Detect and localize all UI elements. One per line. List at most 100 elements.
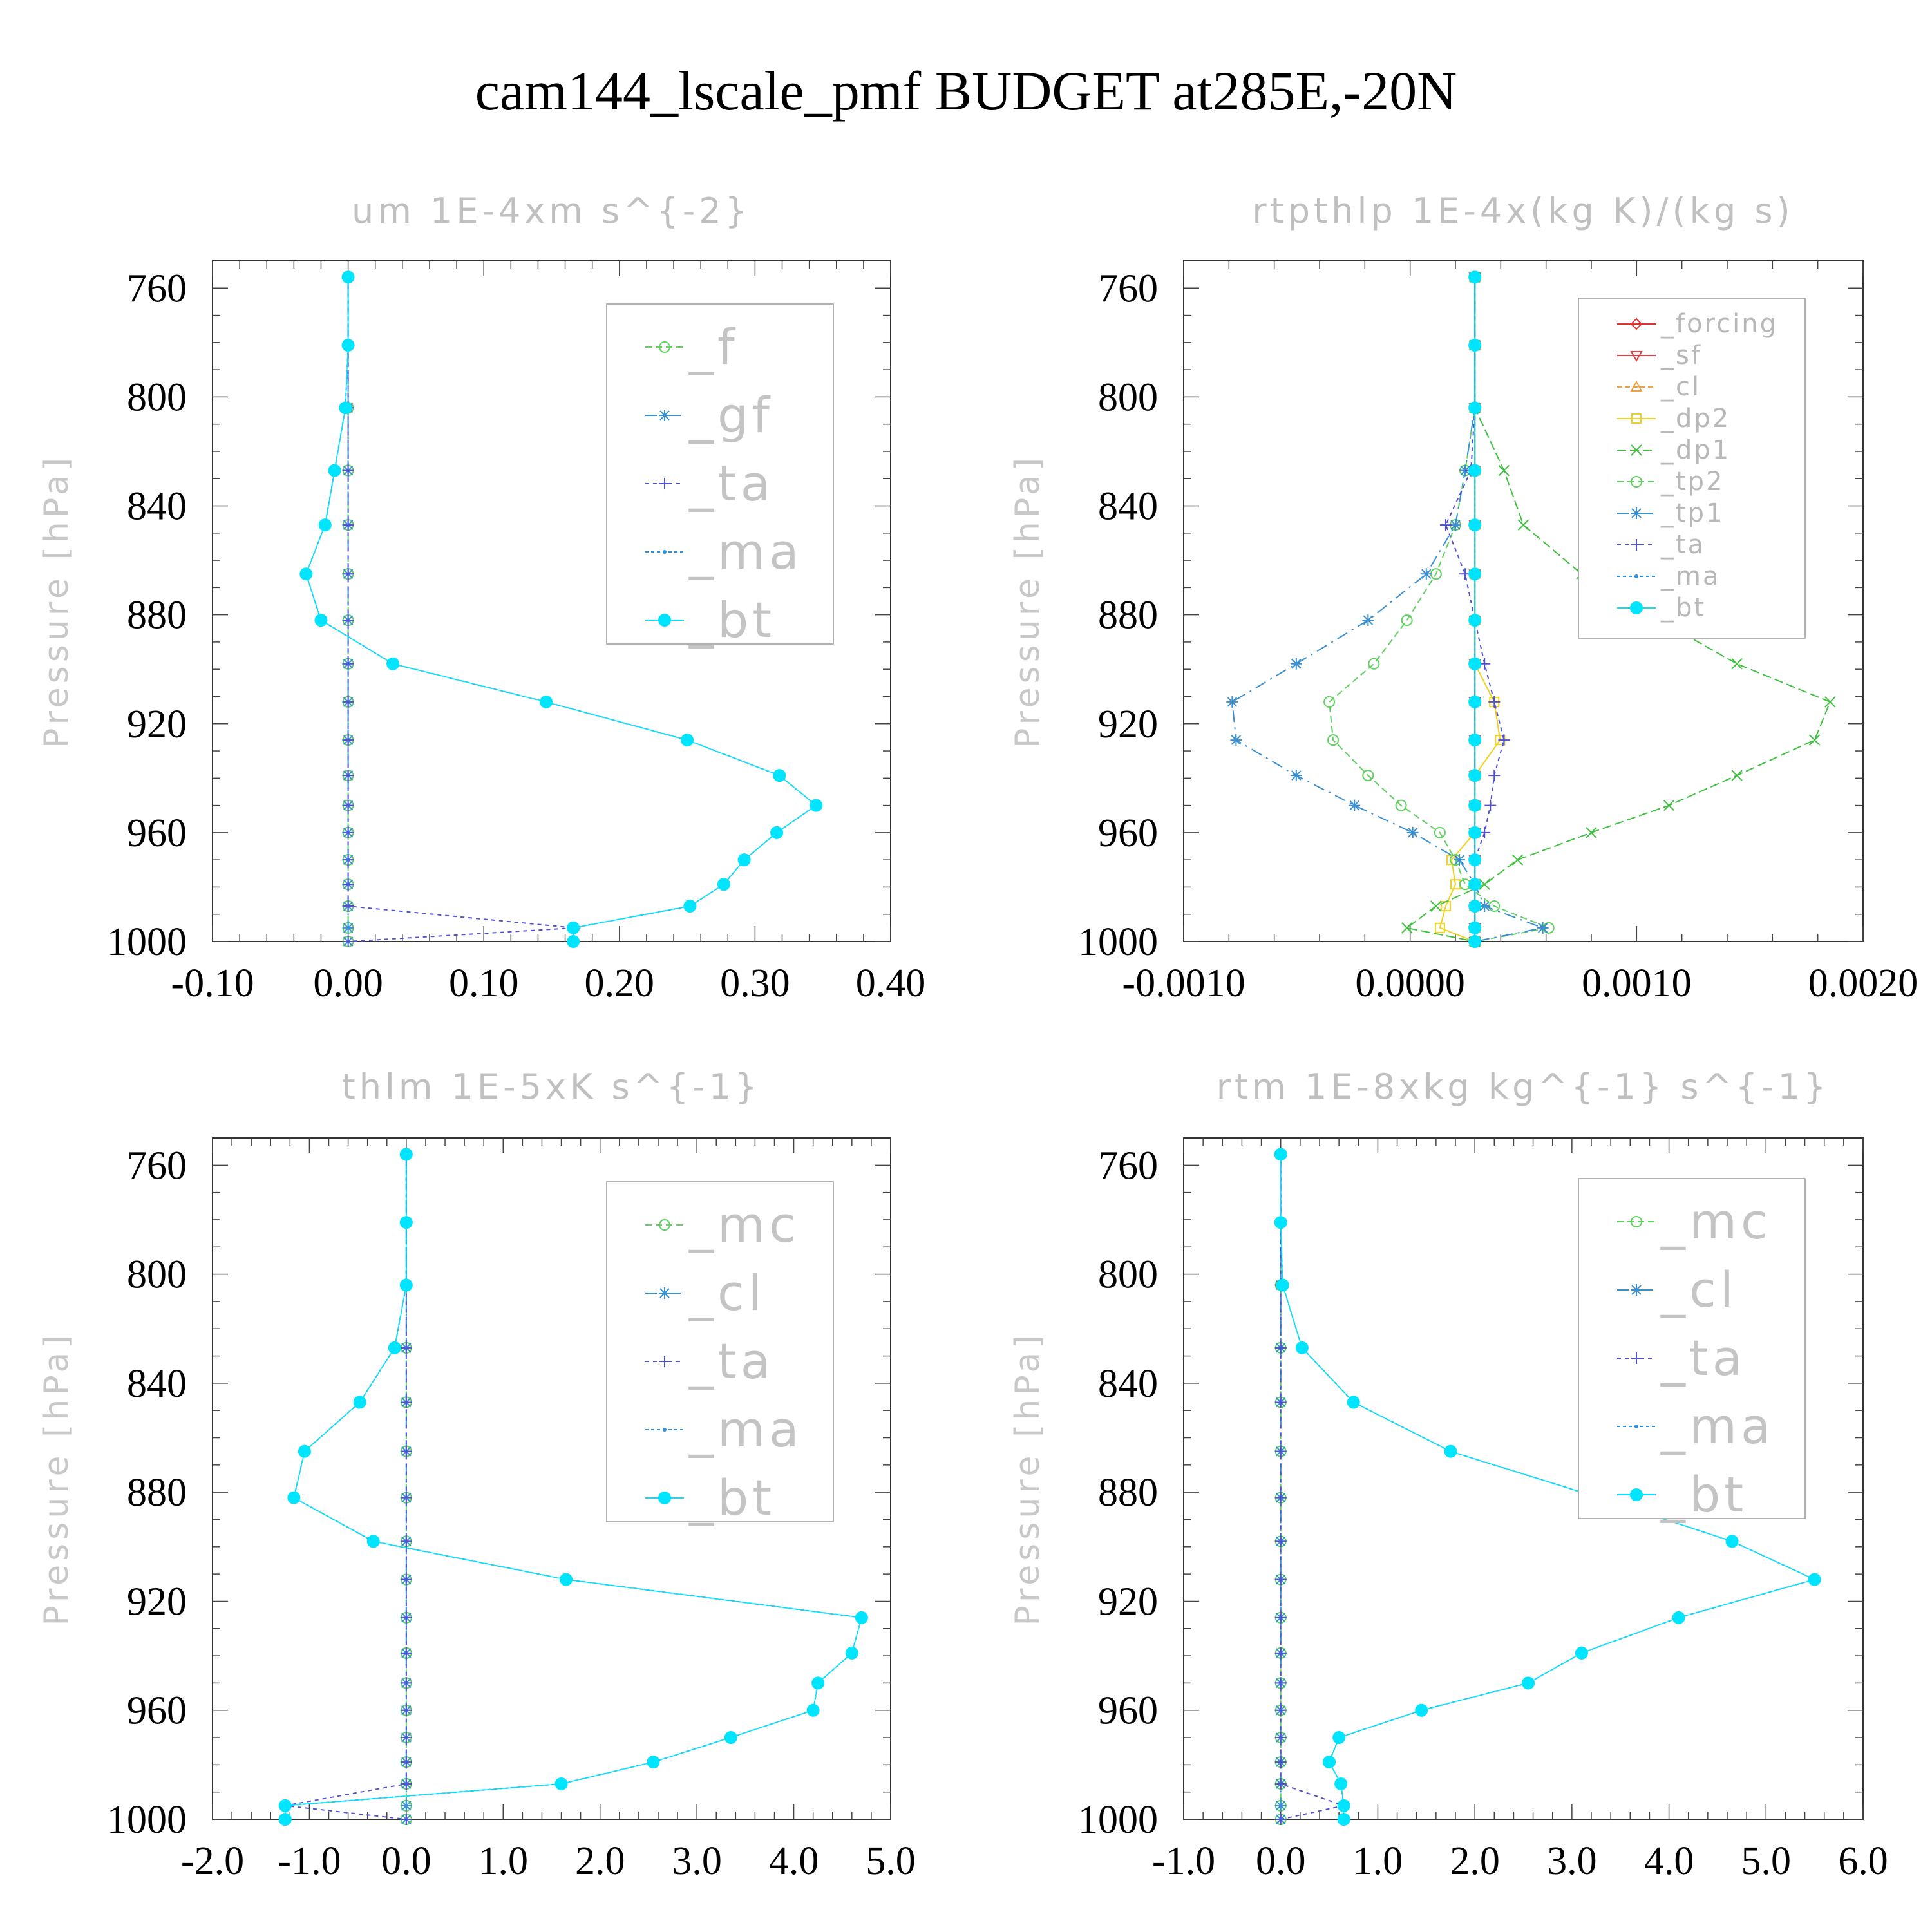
data-point	[554, 1777, 568, 1790]
data-point	[1454, 854, 1466, 866]
legend: _mc _cl _ta _ma _bt	[606, 1181, 834, 1526]
x-tick-label: 1.0	[1353, 1839, 1403, 1883]
y-tick-label: 960	[127, 811, 187, 855]
data-point	[1459, 464, 1472, 477]
plot-frame	[1183, 260, 1864, 942]
data-point	[1488, 770, 1501, 782]
data-point	[1672, 1611, 1685, 1624]
data-point	[400, 1677, 412, 1689]
x-tick-label: 4.0	[769, 1839, 819, 1883]
series-bt	[299, 270, 823, 948]
data-point	[1276, 1278, 1289, 1292]
panel-1: um 1E-4xm s^{-2} Pressure [hPa] 760 800 840 8…	[37, 191, 925, 1005]
data-point	[737, 853, 751, 867]
legend-label: _ma	[688, 523, 803, 580]
data-point	[1323, 1756, 1336, 1769]
legend-label: _forcing	[1660, 309, 1778, 339]
legend-label: _bt	[688, 591, 775, 649]
x-tick-label: 0.40	[856, 961, 926, 1005]
data-point	[1274, 1756, 1287, 1768]
y-axis-label: Pressure [hPa]	[1009, 454, 1047, 748]
legend-label: _mc	[688, 1196, 800, 1253]
data-point	[1725, 1535, 1739, 1548]
data-point	[1274, 1777, 1287, 1790]
legend-label: _tp2	[1660, 467, 1725, 497]
y-axis-label: Pressure [hPa]	[37, 454, 76, 748]
x-tick-label: 2.0	[575, 1839, 625, 1883]
panel-3: thlm 1E-5xK s^{-1} Pressure [hPa] 760 800 84…	[37, 1066, 916, 1883]
x-tick-label: 4.0	[1644, 1839, 1694, 1883]
data-point	[342, 799, 354, 811]
data-point	[341, 270, 355, 284]
ticks	[1183, 261, 1864, 942]
data-point	[1511, 854, 1524, 866]
data-point	[298, 1444, 311, 1458]
legend-item: _tp2	[1617, 467, 1725, 497]
legend: _f _gf _ta _ma _bt	[606, 303, 834, 649]
data-point	[1274, 1492, 1287, 1504]
data-point	[1468, 695, 1482, 708]
data-point	[1468, 826, 1482, 839]
y-tick-label: 1000	[107, 1798, 187, 1842]
legend-label: _mc	[1660, 1193, 1772, 1250]
legend-box	[1578, 298, 1806, 639]
data-point	[1498, 464, 1510, 477]
data-point	[1274, 1677, 1287, 1689]
y-tick-label: 920	[1098, 703, 1158, 746]
legend-label: _cl	[1660, 1261, 1738, 1318]
panel-title: um 1E-4xm s^{-2}	[352, 191, 751, 231]
legend-item: _gf	[645, 386, 770, 444]
data-point	[1663, 799, 1675, 811]
data-point	[1468, 518, 1482, 532]
y-tick-label: 840	[127, 1362, 187, 1406]
data-point	[278, 1799, 292, 1812]
data-point	[770, 826, 784, 839]
legend-item: _ta	[645, 455, 770, 512]
series-dp2	[1434, 272, 1506, 947]
panels: um 1E-4xm s^{-2} Pressure [hPa] 760 800 840 8…	[37, 191, 1918, 1883]
x-tick-label: 0.0000	[1355, 961, 1465, 1005]
y-tick-label: 920	[1098, 1580, 1158, 1624]
series-bt	[1468, 270, 1482, 948]
x-tick-label: -1.0	[278, 1839, 341, 1883]
legend-label: _sf	[1660, 341, 1702, 370]
data-point	[1522, 1676, 1535, 1690]
data-point	[400, 1445, 412, 1457]
legend-item: _cl	[1617, 1261, 1738, 1318]
x-tick-label: 5.0	[1741, 1839, 1792, 1883]
panel-title: rtm 1E-8xkg kg^{-1} s^{-1}	[1217, 1066, 1830, 1107]
data-point	[1468, 853, 1482, 867]
legend-item: _ma	[645, 1401, 799, 1458]
data-point	[560, 1573, 573, 1586]
data-point	[1517, 519, 1530, 531]
legend-box	[606, 303, 834, 645]
data-point	[806, 1703, 820, 1717]
data-point	[314, 614, 328, 627]
data-point	[400, 1814, 412, 1825]
x-tick-label: -1.0	[1152, 1839, 1215, 1883]
data-point	[1439, 519, 1452, 531]
y-tick-label: 800	[1098, 1253, 1158, 1297]
legend-label: _ma	[1660, 562, 1720, 591]
plot-frame	[212, 260, 891, 942]
data-point	[1274, 1732, 1287, 1744]
panel-title: rtpthlp 1E-4x(kg K)/(kg s)	[1252, 191, 1794, 231]
data-point	[342, 568, 354, 580]
data-point	[1274, 1341, 1287, 1354]
legend-item: _mc	[645, 1196, 800, 1253]
legend-label: _bt	[1660, 593, 1706, 623]
data-point	[1274, 1573, 1287, 1586]
legend: _forcing_sf_cl_dp2_dp1_tp2_tp1_ta_ma_bt	[1578, 298, 1806, 639]
legend-item: _ta	[645, 1332, 770, 1390]
data-point	[1274, 1704, 1287, 1716]
series-bt	[1274, 1148, 1821, 1826]
y-tick-label: 1000	[1078, 1798, 1158, 1842]
legend-item: _mc	[1617, 1193, 1772, 1250]
x-tick-label: 0.20	[585, 961, 655, 1005]
data-point	[366, 1535, 380, 1548]
series-tp2	[1323, 271, 1555, 947]
legend-label: _tp1	[1660, 498, 1725, 528]
data-point	[400, 1341, 412, 1354]
data-point	[1450, 519, 1461, 531]
x-tick-label: 0.0	[1256, 1839, 1306, 1883]
